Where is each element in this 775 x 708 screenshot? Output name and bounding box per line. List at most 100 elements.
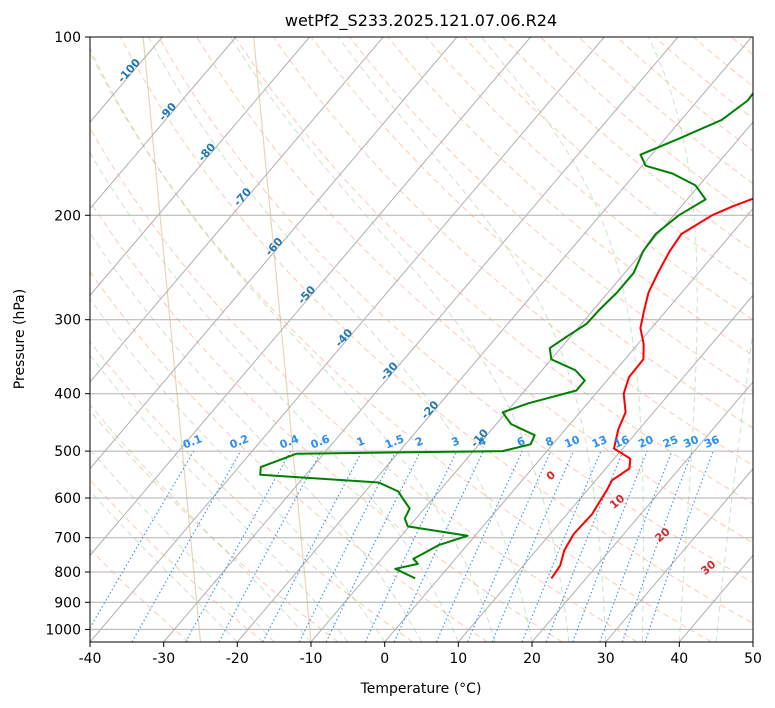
moist-adiabat — [337, 37, 607, 642]
dry-adiabat — [90, 271, 488, 642]
dry-adiabat-label: -90 — [156, 100, 179, 124]
y-axis-label: Pressure (hPa) — [12, 289, 28, 389]
x-tick-label: -20 — [226, 651, 249, 667]
dry-adiabat — [463, 37, 753, 286]
isotherm-line — [90, 37, 605, 642]
mixing-ratio-line — [185, 450, 292, 642]
dry-adiabat — [90, 340, 414, 642]
mixing-ratio-line — [364, 450, 458, 642]
plot-frame — [89, 36, 754, 643]
moist-adiabat-label: 20 — [653, 525, 673, 545]
moist-adiabat — [90, 47, 496, 642]
mixing-ratio-label: 1.5 — [383, 432, 406, 451]
moist-adiabat — [229, 37, 570, 642]
dry-adiabat — [425, 37, 753, 321]
isotherm-line — [605, 467, 753, 642]
dry-adiabat — [540, 37, 753, 218]
moist-adiabat — [481, 37, 644, 642]
moist-adiabat-label: 40 — [750, 584, 770, 604]
x-tick-label: 50 — [744, 651, 762, 667]
isotherm-line — [752, 641, 753, 642]
mixing-ratio-line — [325, 450, 422, 642]
background-lines — [90, 37, 753, 642]
dry-adiabat — [90, 548, 190, 642]
isotherm-line — [90, 37, 458, 470]
mixing-ratio-line — [599, 450, 673, 642]
y-tick-label: 700 — [54, 531, 81, 547]
moist-adiabat — [90, 490, 238, 642]
dry-adiabat — [234, 37, 753, 505]
reference-curve — [90, 635, 91, 642]
moist-adiabat — [647, 37, 698, 642]
temperature-profile — [550, 197, 753, 579]
mixing-ratio-label: 30 — [682, 433, 701, 451]
y-tick-label: 100 — [54, 30, 81, 46]
dry-adiabat-label: -50 — [295, 283, 318, 307]
isotherm-line — [531, 381, 753, 642]
x-tick-label: 30 — [597, 651, 615, 667]
reference-curve — [253, 37, 312, 642]
x-tick-label: -30 — [152, 651, 175, 667]
mixing-ratio-line — [393, 450, 484, 642]
isotherm-line — [90, 37, 237, 210]
dry-adiabat — [311, 37, 753, 429]
mixing-ratio-label: 2 — [413, 434, 425, 449]
mixing-ratio-line — [466, 450, 552, 642]
y-tick-label: 900 — [54, 595, 81, 611]
mixing-ratio-line — [621, 450, 693, 642]
moist-adiabat — [90, 232, 422, 642]
mixing-ratio-line — [218, 450, 322, 642]
dry-adiabat-label: -60 — [263, 235, 286, 259]
dry-adiabat-label: -20 — [419, 398, 442, 422]
sounding-profiles — [259, 91, 753, 580]
dry-adiabat-label: -70 — [231, 185, 254, 209]
dry-adiabat — [90, 200, 563, 642]
x-tick-label: 40 — [670, 651, 688, 667]
moist-adiabat-label: 30 — [698, 558, 718, 578]
x-tick-label: -40 — [79, 651, 102, 667]
isotherm-line — [678, 554, 753, 642]
dry-adiabat — [578, 37, 753, 185]
line-labels: 0.1 0.2 0.4 0.6 1 1.5 2 3 4 6 8 10 13 16 20 25 30 36-100-… — [115, 56, 770, 604]
y-tick-label: 500 — [54, 444, 81, 460]
mixing-ratio-label: 16 — [612, 433, 631, 451]
y-tick-label: 400 — [54, 387, 81, 403]
moist-adiabat — [90, 298, 386, 642]
isotherm-line — [163, 37, 679, 642]
mixing-ratio-line — [131, 450, 242, 642]
y-tick-label: 1000 — [45, 622, 81, 638]
isotherm-line — [90, 37, 310, 297]
dewpoint-profile — [259, 91, 753, 580]
mixing-ratio-label: 0.1 — [181, 432, 204, 451]
mixing-ratio-label: 0.2 — [228, 432, 251, 451]
mixing-ratio-label: 0.4 — [278, 432, 301, 451]
mixing-ratio-label: 8 — [544, 434, 556, 449]
mixing-ratio-label: 25 — [661, 433, 680, 451]
y-tick-label: 600 — [54, 491, 81, 507]
mixing-ratio-line — [644, 450, 714, 642]
dry-adiabat — [90, 127, 638, 642]
y-tick-label: 800 — [54, 565, 81, 581]
mixing-ratio-line — [572, 450, 648, 642]
mixing-ratio-line — [298, 450, 397, 642]
mixing-ratio-label: 13 — [590, 433, 609, 451]
x-tick-label: -10 — [300, 651, 323, 667]
moist-adiabat — [90, 403, 312, 642]
dry-adiabat-label: -80 — [195, 140, 218, 164]
mixing-ratio-label: 1 — [355, 434, 367, 449]
isotherm-line — [384, 207, 753, 642]
mixing-ratio-label: 20 — [636, 433, 655, 451]
mixing-ratio-line — [521, 450, 602, 642]
x-axis-label: Temperature (°C) — [360, 681, 482, 697]
isotherm-line — [310, 121, 753, 642]
mixing-ratio-line — [545, 450, 624, 642]
dry-adiabat — [120, 37, 753, 625]
isotherm-line — [90, 37, 531, 557]
moist-adiabat — [715, 326, 753, 642]
axes: -40 -30 -20 -10 0 10 20 30 40 5010020030040050060… — [45, 30, 762, 667]
moist-adiabat-label: 0 — [544, 468, 558, 483]
dry-adiabat-label: -40 — [332, 326, 355, 350]
dry-adiabat — [616, 37, 753, 152]
moist-adiabat — [90, 151, 459, 642]
x-tick-label: 10 — [449, 651, 467, 667]
